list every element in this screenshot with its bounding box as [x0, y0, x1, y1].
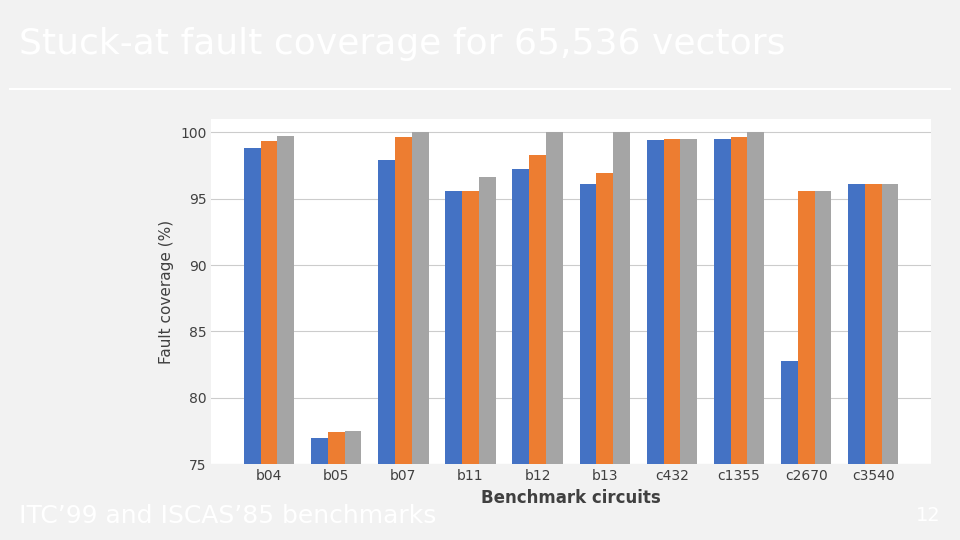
Bar [881, 184, 899, 540]
Bar [277, 136, 295, 540]
Bar [596, 173, 613, 540]
Text: ITC’99 and ISCAS’85 benchmarks: ITC’99 and ISCAS’85 benchmarks [19, 504, 437, 528]
Bar [261, 141, 277, 540]
Bar [328, 433, 345, 540]
Text: 12: 12 [916, 506, 941, 525]
Bar [814, 191, 831, 540]
Bar [529, 154, 546, 540]
Bar [781, 361, 798, 540]
Bar [663, 139, 681, 540]
Bar [412, 132, 428, 540]
Bar [647, 140, 663, 540]
Bar [798, 191, 814, 540]
Bar [613, 132, 630, 540]
Bar [848, 184, 865, 540]
Bar [244, 148, 261, 540]
Bar [748, 132, 764, 540]
Bar [378, 160, 395, 540]
Bar [345, 431, 361, 540]
X-axis label: Benchmark circuits: Benchmark circuits [481, 489, 661, 507]
Bar [546, 132, 563, 540]
Bar [445, 191, 462, 540]
Bar [580, 184, 596, 540]
Bar [865, 184, 881, 540]
Bar [311, 438, 328, 540]
Bar [395, 137, 412, 540]
Bar [513, 170, 529, 540]
Bar [681, 139, 697, 540]
Y-axis label: Fault coverage (%): Fault coverage (%) [159, 220, 175, 363]
Bar [462, 191, 479, 540]
Bar [714, 139, 731, 540]
Bar [731, 137, 748, 540]
Text: Stuck-at fault coverage for 65,536 vectors: Stuck-at fault coverage for 65,536 vecto… [19, 27, 785, 60]
Bar [479, 177, 495, 540]
